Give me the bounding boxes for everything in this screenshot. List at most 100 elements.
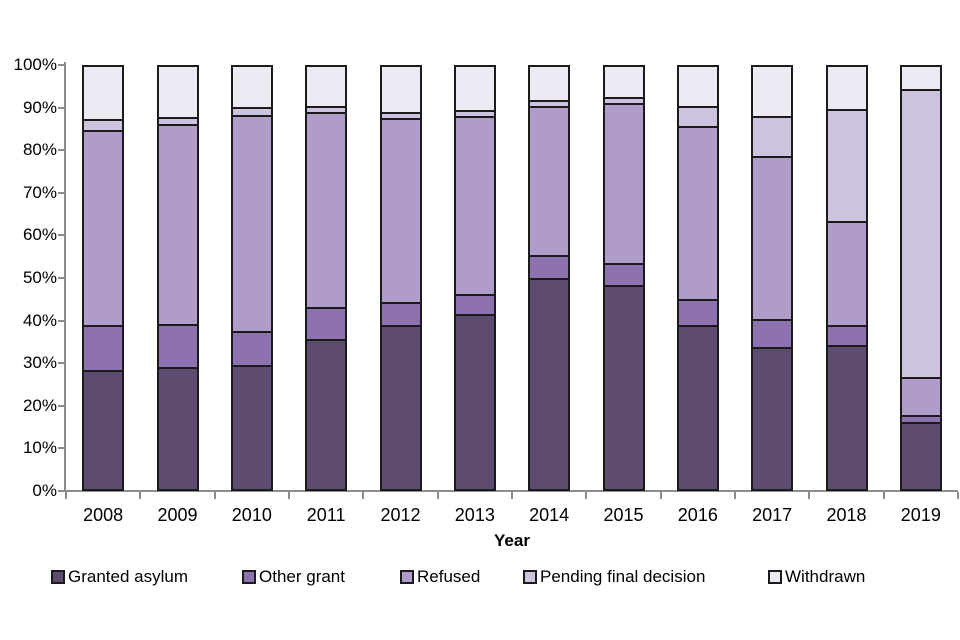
- segment-other-grant-2015: [602, 263, 645, 287]
- y-axis-tick-label: 20%: [22, 395, 57, 415]
- segment-refused-2012: [379, 118, 422, 304]
- y-axis-tick-label: 100%: [13, 55, 57, 74]
- x-axis-tick: [65, 492, 67, 499]
- legend-item-pending-final-decision: Pending final decision: [523, 567, 705, 587]
- x-axis-tick: [957, 492, 959, 499]
- segment-pending-final-decision-2017: [751, 115, 794, 158]
- bar-2013: [453, 65, 496, 491]
- segment-refused-2011: [305, 112, 348, 309]
- x-axis-tick-label-2011: 2011: [306, 505, 346, 525]
- segment-other-grant-2013: [453, 294, 496, 317]
- segment-granted-asylum-2014: [528, 278, 571, 491]
- segment-granted-asylum-2013: [453, 314, 496, 491]
- bar-2009: [156, 65, 199, 491]
- bar-2012: [379, 65, 422, 491]
- y-axis-tick-label: 0%: [32, 481, 57, 500]
- y-axis-tick-label: 60%: [22, 225, 57, 245]
- segment-withdrawn-2011: [305, 65, 348, 108]
- bar-2010: [230, 65, 273, 491]
- legend-swatch-refused: [400, 570, 414, 584]
- x-axis-tick-label-2019: 2019: [900, 505, 941, 525]
- x-axis-tick: [511, 492, 513, 499]
- x-axis-tick-label-2009: 2009: [157, 505, 198, 525]
- y-axis-tick-label: 90%: [22, 97, 57, 117]
- segment-other-grant-2012: [379, 301, 422, 327]
- segment-granted-asylum-2015: [602, 284, 645, 491]
- y-axis-tick: [58, 277, 65, 279]
- segment-pending-final-decision-2019: [899, 89, 942, 379]
- segment-pending-final-decision-2018: [825, 109, 868, 224]
- segment-refused-2009: [156, 123, 199, 327]
- x-axis-line: [58, 490, 958, 492]
- x-axis-tick: [288, 492, 290, 499]
- legend-swatch-withdrawn: [768, 570, 782, 584]
- segment-granted-asylum-2010: [230, 365, 273, 491]
- x-axis-tick-label-2016: 2016: [677, 505, 718, 525]
- legend-swatch-pending-final-decision: [523, 570, 537, 584]
- segment-granted-asylum-2017: [751, 347, 794, 491]
- segment-withdrawn-2015: [602, 65, 645, 100]
- segment-other-grant-2009: [156, 324, 199, 369]
- x-axis-tick-label-2018: 2018: [826, 505, 867, 525]
- y-axis-tick: [58, 447, 65, 450]
- y-axis-tick: [58, 362, 65, 365]
- segment-other-grant-2014: [528, 254, 571, 281]
- bar-2011: [305, 65, 348, 491]
- segment-refused-2017: [751, 155, 794, 321]
- segment-withdrawn-2009: [156, 65, 199, 120]
- segment-refused-2008: [82, 129, 125, 327]
- x-axis-tick: [362, 492, 365, 499]
- segment-refused-2013: [453, 116, 496, 297]
- segment-granted-asylum-2016: [676, 325, 719, 491]
- y-axis-tick-label: 40%: [22, 310, 57, 330]
- segment-granted-asylum-2009: [156, 366, 199, 491]
- x-axis-tick: [808, 492, 811, 499]
- segment-refused-2016: [676, 125, 719, 302]
- segment-withdrawn-2018: [825, 65, 868, 111]
- y-axis-tick: [58, 64, 65, 66]
- x-axis-tick: [882, 492, 885, 499]
- segment-refused-2010: [230, 114, 273, 334]
- x-axis-tick-label-2012: 2012: [380, 505, 421, 525]
- y-axis-tick: [58, 234, 65, 237]
- segment-other-grant-2008: [82, 324, 125, 372]
- segment-withdrawn-2012: [379, 65, 422, 114]
- y-axis-tick: [58, 149, 65, 152]
- segment-granted-asylum-2018: [825, 344, 868, 491]
- segment-other-grant-2017: [751, 318, 794, 350]
- bar-2014: [528, 65, 571, 491]
- y-axis-tick-label: 80%: [22, 140, 57, 160]
- legend-item-granted-asylum: Granted asylum: [51, 567, 188, 587]
- x-axis-tick: [213, 492, 216, 499]
- bar-2019: [899, 65, 942, 491]
- segment-refused-2019: [899, 376, 942, 418]
- segment-granted-asylum-2012: [379, 324, 422, 491]
- segment-other-grant-2010: [230, 331, 273, 368]
- segment-pending-final-decision-2016: [676, 106, 719, 128]
- x-axis-tick: [436, 492, 439, 499]
- y-axis-tick: [58, 106, 65, 109]
- segment-withdrawn-2008: [82, 65, 125, 122]
- x-axis-tick: [585, 492, 588, 499]
- segment-withdrawn-2013: [453, 65, 496, 112]
- y-axis-tick-label: 50%: [22, 268, 57, 287]
- legend-item-other-grant: Other grant: [242, 567, 345, 587]
- legend-label-refused: Refused: [417, 567, 481, 586]
- x-axis-tick-label-2008: 2008: [83, 505, 124, 525]
- y-axis-tick-label: 10%: [22, 438, 57, 458]
- x-axis-tick-label-2017: 2017: [752, 505, 793, 525]
- bar-2017: [751, 65, 794, 491]
- legend-label-pending-final-decision: Pending final decision: [540, 567, 706, 586]
- x-axis-tick-label-2015: 2015: [603, 505, 644, 525]
- y-axis-tick: [58, 490, 65, 492]
- legend-item-refused: Refused: [400, 567, 480, 587]
- legend-label-withdrawn: Withdrawn: [785, 567, 866, 586]
- segment-refused-2014: [528, 105, 571, 257]
- segment-refused-2015: [602, 103, 645, 266]
- segment-granted-asylum-2011: [305, 338, 348, 491]
- segment-withdrawn-2017: [751, 65, 794, 118]
- bar-2008: [82, 65, 125, 491]
- y-axis-tick-label: 30%: [22, 353, 57, 373]
- x-axis-tick: [734, 492, 736, 499]
